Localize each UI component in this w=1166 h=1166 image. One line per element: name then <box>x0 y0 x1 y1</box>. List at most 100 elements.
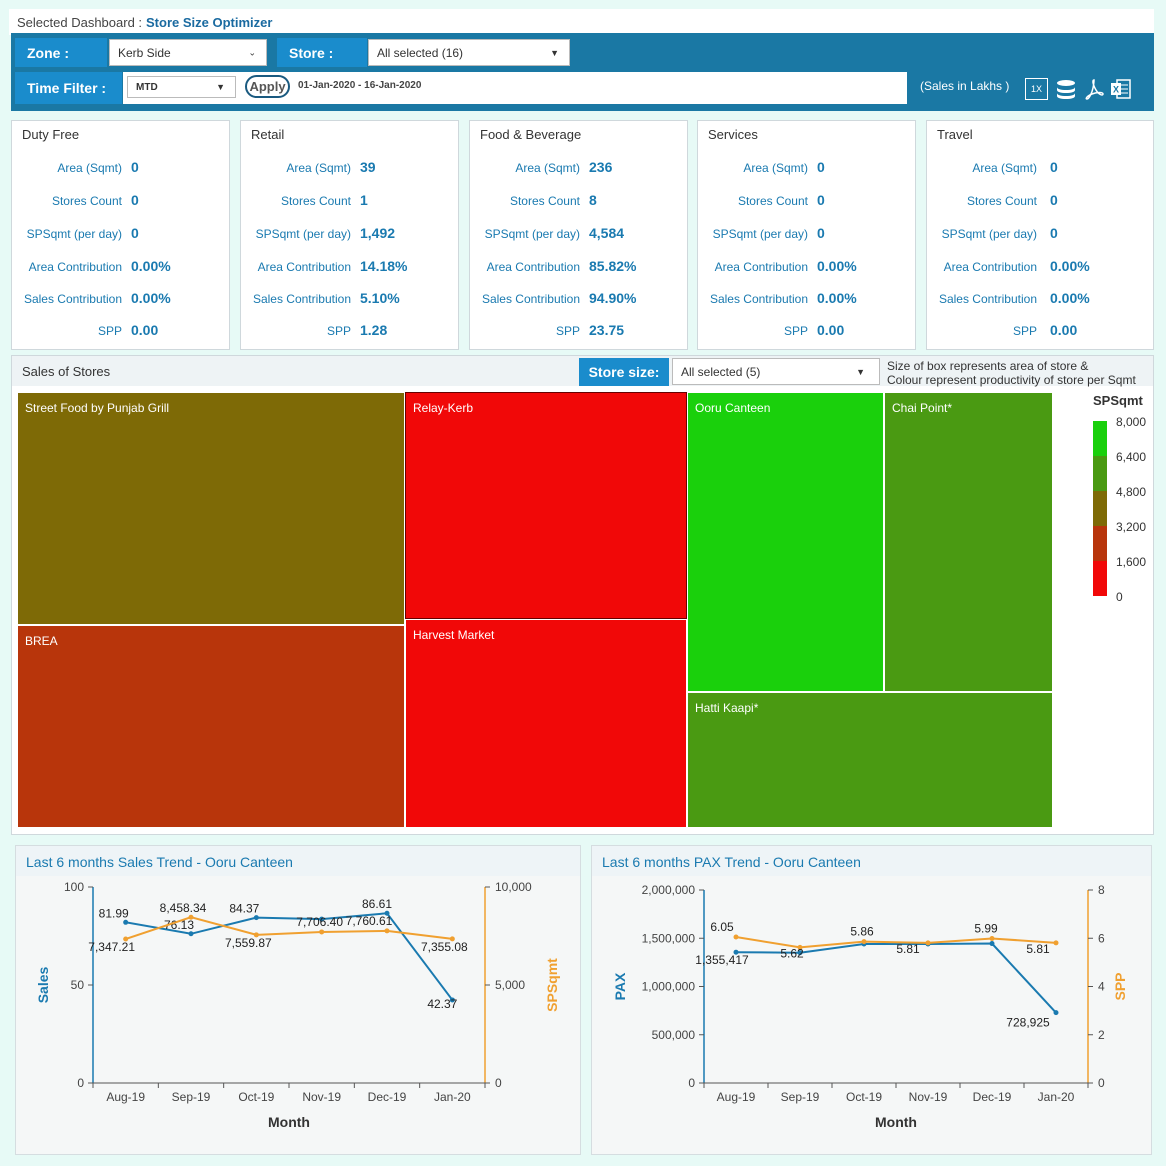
summary-card: Travel Area (Sqmt) 0 Stores Count 0 SPSqmt (p… <box>926 120 1154 350</box>
pax-trend-panel: Last 6 months PAX Trend - Ooru Canteen <box>591 845 1152 1155</box>
metric-row: Stores Count 1 <box>241 192 458 210</box>
data-point <box>1053 940 1059 946</box>
legend-swatch <box>1093 456 1107 491</box>
metric-label: Stores Count <box>509 194 580 208</box>
metric-value: 85.82% <box>589 258 637 274</box>
tile-label: Chai Point* <box>892 401 953 415</box>
y2-tick-label: 0 <box>1098 1076 1105 1090</box>
data-point <box>797 950 803 956</box>
metric-value: 1,492 <box>360 225 396 241</box>
x-tick-label: Aug-19 <box>106 1090 145 1104</box>
store-size-label: Store size: <box>579 358 669 386</box>
y-tick-label: 0 <box>77 1076 84 1090</box>
metric-value: 8 <box>589 192 597 208</box>
sales-trend-panel: Last 6 months Sales Trend - Ooru Canteen <box>15 845 581 1155</box>
tile-label: Hatti Kaapi* <box>695 701 759 715</box>
metric-row: Area Contribution 85.82% <box>470 258 687 276</box>
data-label: 42.37 <box>427 997 457 1011</box>
metric-row: Area (Sqmt) 0 <box>927 159 1153 177</box>
chart-title: Last 6 months Sales Trend - Ooru Canteen <box>26 854 293 870</box>
metric-row: Stores Count 0 <box>12 192 229 210</box>
scale-toggle-icon[interactable]: 1X <box>1025 78 1048 100</box>
data-label: 5.99 <box>974 921 998 935</box>
treemap-tile[interactable]: Street Food by Punjab Grill <box>17 392 405 625</box>
metric-value: 1 <box>360 192 368 208</box>
y-tick-label: 2,000,000 <box>642 883 696 897</box>
metric-label: SPP <box>326 324 351 338</box>
data-label: 7,760.61 <box>346 914 393 928</box>
time-filter-select[interactable]: MTD ▼ <box>127 76 236 98</box>
dashboard-title-bar: Selected Dashboard : Store Size Optimize… <box>9 9 1154 35</box>
y2-tick-label: 6 <box>1098 931 1105 945</box>
metric-value: 0 <box>817 225 825 241</box>
tile-label: Ooru Canteen <box>695 401 771 415</box>
y2-tick-label: 10,000 <box>495 880 532 894</box>
zone-select[interactable]: Kerb Side ⌄ <box>109 39 267 66</box>
metric-row: Sales Contribution 0.00% <box>927 290 1153 308</box>
metric-label: Sales Contribution <box>481 292 580 306</box>
data-label: 5.86 <box>850 925 874 939</box>
metric-label: Stores Count <box>51 194 122 208</box>
metric-row: SPP 23.75 <box>470 322 687 340</box>
metric-row: Stores Count 0 <box>927 192 1153 210</box>
treemap-note-line: Size of box represents area of store & <box>887 359 1089 373</box>
series-line <box>735 942 1057 1014</box>
data-point <box>384 928 390 934</box>
sales-unit-label: (Sales in Lakhs ) <box>920 79 1010 93</box>
treemap-tile[interactable]: Chai Point* <box>884 392 1053 692</box>
data-point <box>449 997 455 1003</box>
metric-label: Area Contribution <box>714 260 808 274</box>
treemap-tile[interactable]: BREA <box>17 625 405 828</box>
legend-tick: 0 <box>1116 590 1123 604</box>
legend-tick: 6,400 <box>1116 450 1147 464</box>
x-tick-label: Oct-19 <box>846 1090 882 1104</box>
treemap-note-line: Colour represent productivity of store p… <box>887 373 1136 387</box>
data-label: 86.61 <box>362 897 392 911</box>
metric-label: Area (Sqmt) <box>515 161 580 175</box>
pdf-icon[interactable] <box>1082 78 1106 100</box>
data-point <box>861 939 867 945</box>
data-point <box>449 936 455 942</box>
metric-row: SPSqmt (per day) 0 <box>927 225 1153 243</box>
data-label: 7,706.40 <box>296 915 343 929</box>
x-tick-label: Dec-19 <box>368 1090 407 1104</box>
metric-value: 0.00% <box>817 290 857 306</box>
y-tick-label: 1,000,000 <box>642 980 696 994</box>
data-label: 728,925 <box>1006 1016 1050 1030</box>
treemap-tile[interactable]: Ooru Canteen <box>687 392 884 692</box>
treemap-tile[interactable]: Harvest Market <box>405 619 687 828</box>
metric-row: SPP 0.00 <box>698 322 915 340</box>
metric-value: 0 <box>1050 159 1058 175</box>
data-point <box>1053 1010 1059 1016</box>
data-point <box>989 941 995 947</box>
x-tick-label: Nov-19 <box>909 1090 948 1104</box>
store-size-select[interactable]: All selected (5) ▼ <box>672 358 880 385</box>
data-label: 5.81 <box>1026 942 1050 956</box>
metric-value: 0 <box>131 192 139 208</box>
data-point <box>188 931 194 937</box>
excel-icon[interactable]: X <box>1109 78 1133 100</box>
data-point <box>253 915 259 921</box>
metric-label: SPSqmt (per day) <box>712 227 808 241</box>
data-label: 7,347.21 <box>88 940 135 954</box>
x-tick-label: Jan-20 <box>434 1090 471 1104</box>
series-line <box>735 936 1057 949</box>
data-label: 6.05 <box>710 920 734 934</box>
metric-label: Area Contribution <box>943 260 1037 274</box>
database-icon[interactable] <box>1054 78 1078 100</box>
dashboard-label: Selected Dashboard : <box>17 15 143 30</box>
panel-title: Sales of Stores <box>22 364 111 379</box>
store-select[interactable]: All selected (16) ▼ <box>368 39 570 66</box>
data-point <box>188 914 194 920</box>
data-point <box>384 910 390 916</box>
series-line <box>125 912 454 1001</box>
apply-button[interactable]: Apply <box>245 75 290 98</box>
data-point <box>123 936 129 942</box>
treemap-tile[interactable]: Hatti Kaapi* <box>687 692 1053 828</box>
metric-value: 1.28 <box>360 322 388 338</box>
metric-value: 94.90% <box>589 290 637 306</box>
y-tick-label: 0 <box>688 1076 695 1090</box>
metric-label: SPP <box>1012 324 1037 338</box>
treemap-tile[interactable]: Relay-Kerb <box>405 392 687 619</box>
y2-axis-title: SPP <box>1112 972 1128 1000</box>
